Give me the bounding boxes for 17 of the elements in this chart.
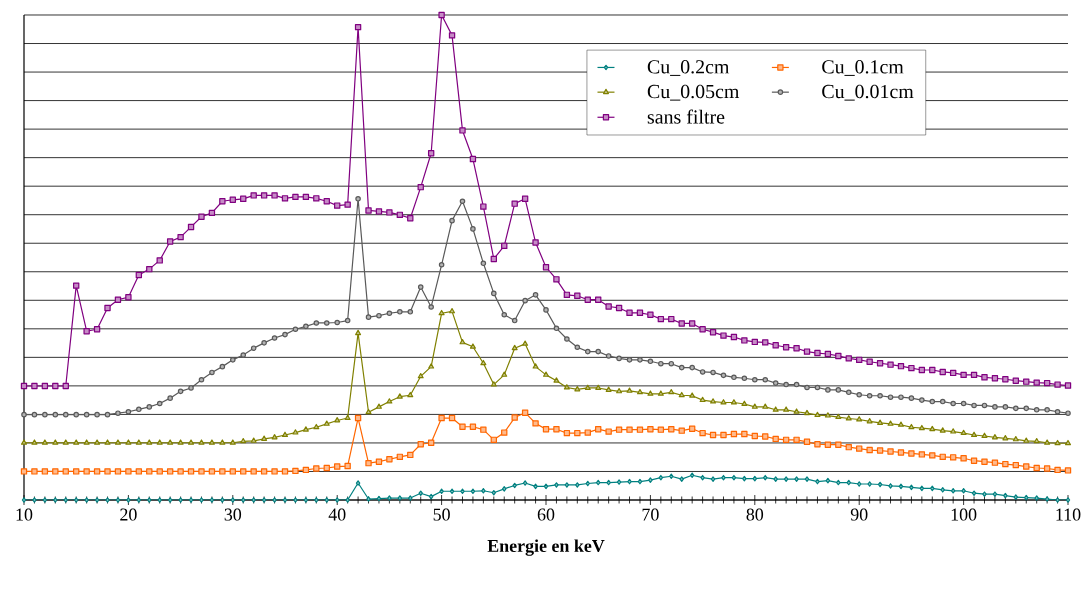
x-tick-label: 110 — [1056, 508, 1081, 521]
x-tick-label: 70 — [642, 508, 659, 521]
legend-label: Cu_0.1cm — [822, 60, 904, 76]
x-tick-label: 90 — [850, 508, 868, 521]
x-tick-label: 60 — [537, 508, 555, 521]
x-tick-label: 30 — [224, 508, 242, 521]
x-tick-label: 20 — [120, 508, 137, 521]
x-tick-label: 100 — [951, 508, 977, 521]
legend-label: Cu_0.01cm — [822, 84, 914, 101]
legend-label: Cu_0.05cm — [647, 84, 740, 101]
legend-label: Cu_0.2cm — [647, 60, 730, 76]
x-tick-label: 40 — [328, 508, 346, 521]
x-tick-label: 10 — [16, 508, 33, 521]
legend-label: sans filtre — [647, 109, 725, 124]
x-tick-label: 50 — [433, 508, 450, 521]
x-axis-title: Energie en keV — [487, 539, 605, 556]
x-tick-label: 80 — [746, 508, 764, 521]
